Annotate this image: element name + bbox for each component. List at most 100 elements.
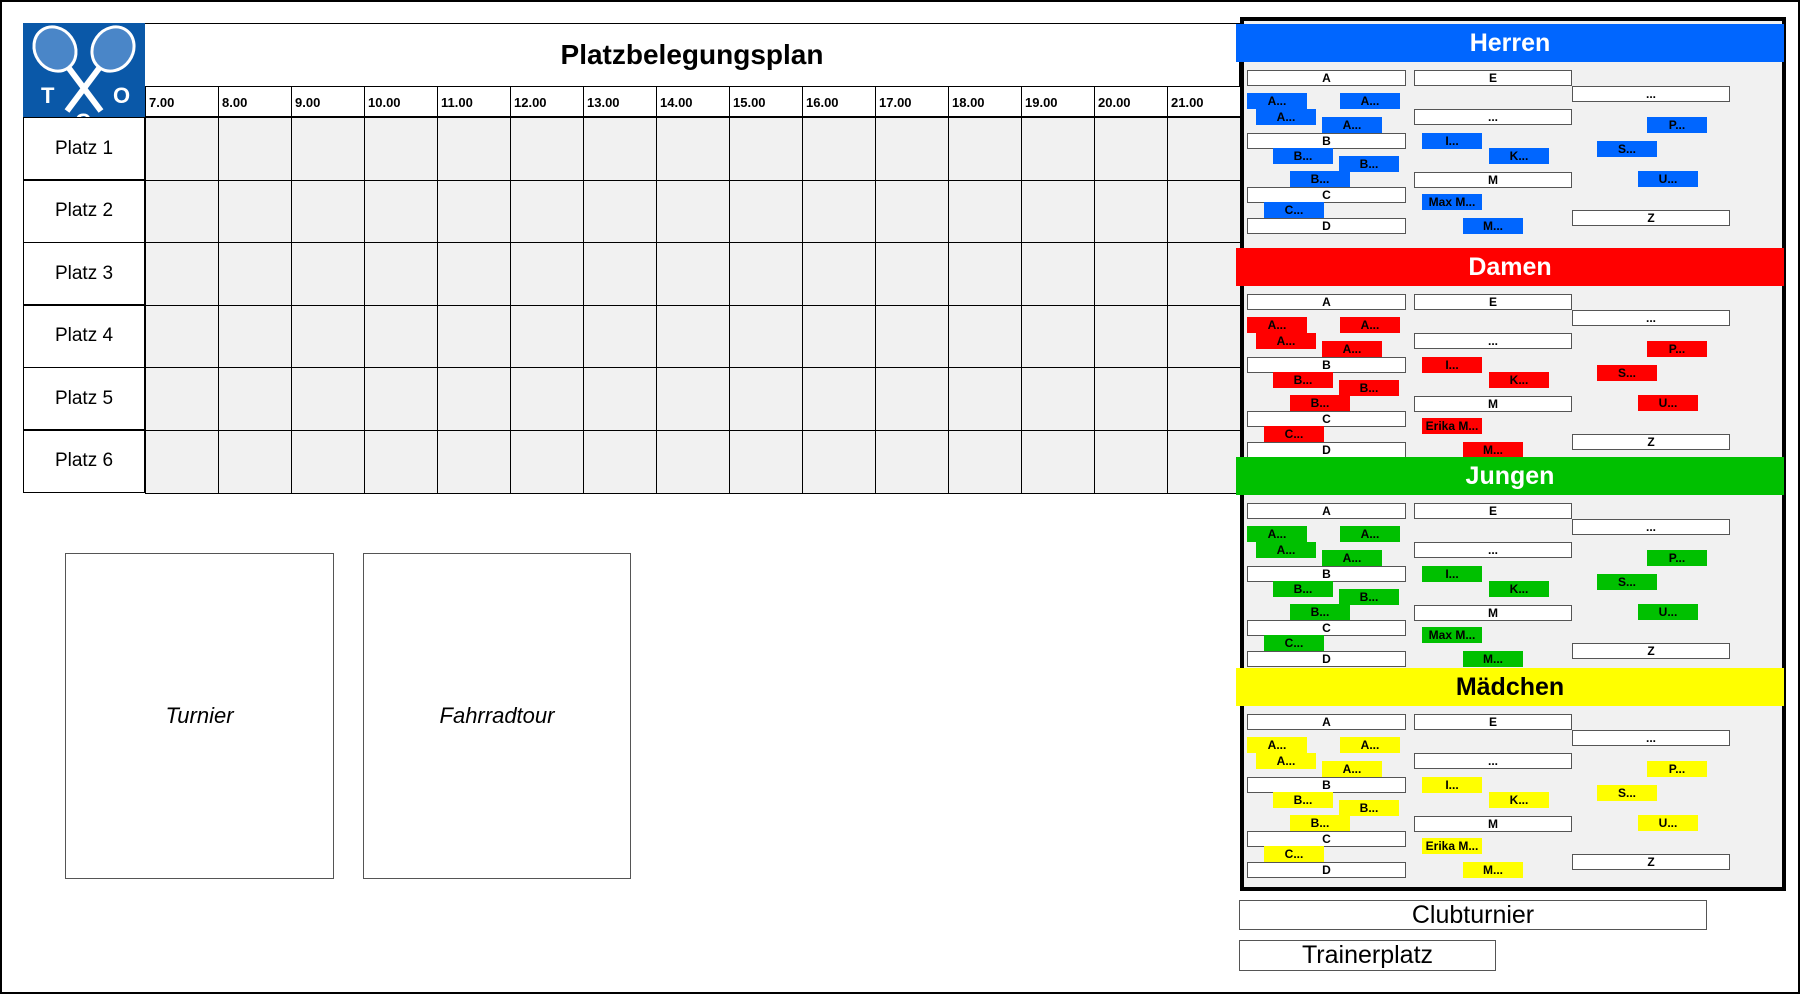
schedule-cell[interactable] [875,242,949,306]
schedule-cell[interactable] [145,429,219,494]
player-chip[interactable]: B... [1290,171,1350,187]
schedule-cell[interactable] [802,429,876,494]
player-chip[interactable]: S... [1597,574,1657,590]
player-chip[interactable]: C... [1264,202,1324,218]
player-chip[interactable]: B... [1339,589,1399,605]
schedule-cell[interactable] [1094,429,1168,494]
schedule-cell[interactable] [1167,242,1241,306]
schedule-cell[interactable] [510,117,584,181]
player-chip[interactable]: M... [1463,442,1523,458]
schedule-cell[interactable] [1094,304,1168,369]
schedule-cell[interactable] [1167,117,1241,181]
player-chip[interactable]: A... [1340,317,1400,333]
schedule-cell[interactable] [218,429,292,494]
player-chip[interactable]: A... [1322,550,1382,566]
player-chip[interactable]: P... [1647,117,1707,133]
schedule-cell[interactable] [729,304,803,369]
schedule-cell[interactable] [437,117,511,181]
schedule-cell[interactable] [437,242,511,306]
schedule-cell[interactable] [145,117,219,181]
schedule-cell[interactable] [145,304,219,369]
schedule-cell[interactable] [1094,179,1168,244]
schedule-cell[interactable] [656,117,730,181]
player-chip[interactable]: A... [1340,737,1400,753]
player-chip[interactable]: I... [1422,133,1482,149]
player-chip[interactable]: B... [1290,604,1350,620]
player-chip[interactable]: A... [1256,333,1316,349]
schedule-cell[interactable] [656,429,730,494]
player-chip[interactable]: P... [1647,341,1707,357]
schedule-cell[interactable] [656,242,730,306]
player-chip[interactable]: A... [1256,542,1316,558]
player-chip[interactable]: K... [1489,792,1549,808]
player-chip[interactable]: S... [1597,785,1657,801]
player-chip[interactable]: B... [1273,148,1333,164]
schedule-cell[interactable] [364,242,438,306]
schedule-cell[interactable] [364,304,438,369]
player-chip[interactable]: M... [1463,862,1523,878]
player-chip[interactable]: A... [1340,93,1400,109]
schedule-cell[interactable] [1094,242,1168,306]
player-chip[interactable]: A... [1247,317,1307,333]
schedule-cell[interactable] [729,429,803,494]
schedule-cell[interactable] [364,367,438,431]
schedule-cell[interactable] [437,367,511,431]
schedule-cell[interactable] [218,242,292,306]
player-chip[interactable]: Erika M... [1422,838,1482,854]
player-chip[interactable]: B... [1273,372,1333,388]
schedule-cell[interactable] [875,179,949,244]
schedule-cell[interactable] [948,304,1022,369]
schedule-cell[interactable] [583,242,657,306]
schedule-cell[interactable] [291,304,365,369]
player-chip[interactable]: B... [1290,815,1350,831]
schedule-cell[interactable] [437,179,511,244]
player-chip[interactable]: P... [1647,550,1707,566]
player-chip[interactable]: M... [1463,651,1523,667]
schedule-cell[interactable] [729,242,803,306]
schedule-cell[interactable] [218,304,292,369]
schedule-cell[interactable] [656,304,730,369]
schedule-cell[interactable] [583,304,657,369]
player-chip[interactable]: U... [1638,171,1698,187]
event-turnier[interactable]: Turnier [65,553,334,879]
schedule-cell[interactable] [1094,367,1168,431]
schedule-cell[interactable] [218,179,292,244]
schedule-cell[interactable] [510,242,584,306]
schedule-cell[interactable] [145,242,219,306]
player-chip[interactable]: B... [1290,395,1350,411]
schedule-cell[interactable] [1094,117,1168,181]
schedule-cell[interactable] [729,117,803,181]
player-chip[interactable]: A... [1322,341,1382,357]
schedule-cell[interactable] [510,429,584,494]
schedule-cell[interactable] [948,242,1022,306]
schedule-cell[interactable] [1021,429,1095,494]
player-chip[interactable]: K... [1489,148,1549,164]
schedule-cell[interactable] [364,179,438,244]
schedule-cell[interactable] [875,304,949,369]
schedule-cell[interactable] [875,367,949,431]
schedule-cell[interactable] [510,179,584,244]
player-chip[interactable]: C... [1264,426,1324,442]
clubturnier-box[interactable]: Clubturnier [1239,900,1707,930]
player-chip[interactable]: S... [1597,365,1657,381]
player-chip[interactable]: A... [1322,117,1382,133]
player-chip[interactable]: U... [1638,395,1698,411]
schedule-cell[interactable] [437,304,511,369]
player-chip[interactable]: B... [1273,581,1333,597]
player-chip[interactable]: Erika M... [1422,418,1482,434]
trainerplatz-box[interactable]: Trainerplatz [1239,940,1496,971]
schedule-cell[interactable] [729,179,803,244]
player-chip[interactable]: A... [1247,737,1307,753]
player-chip[interactable]: Max M... [1422,194,1482,210]
schedule-cell[interactable] [875,117,949,181]
schedule-cell[interactable] [364,117,438,181]
player-chip[interactable]: A... [1256,109,1316,125]
schedule-cell[interactable] [1021,304,1095,369]
player-chip[interactable]: K... [1489,581,1549,597]
player-chip[interactable]: A... [1247,526,1307,542]
player-chip[interactable]: I... [1422,357,1482,373]
event-fahrradtour[interactable]: Fahrradtour [363,553,631,879]
player-chip[interactable]: A... [1256,753,1316,769]
schedule-cell[interactable] [145,367,219,431]
player-chip[interactable]: I... [1422,566,1482,582]
